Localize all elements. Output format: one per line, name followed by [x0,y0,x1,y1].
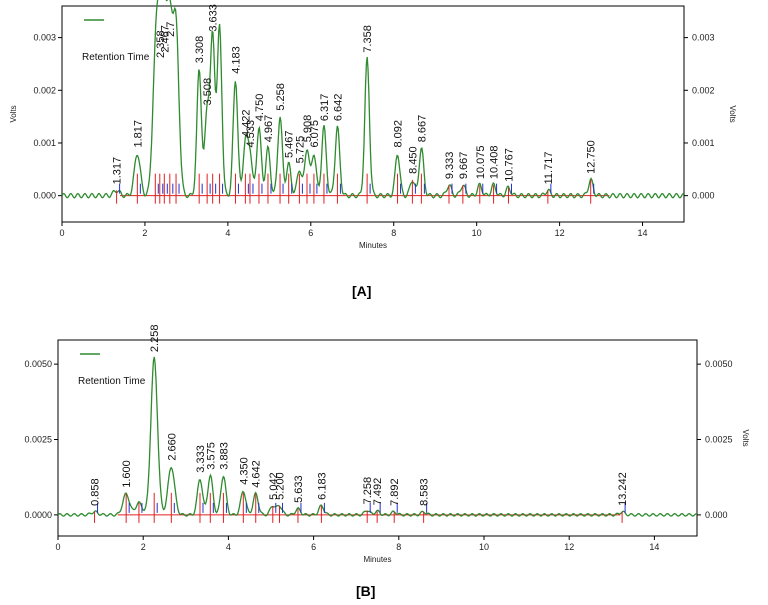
peak-label: 10.075 [475,145,487,179]
legend-label: Retention Time [78,376,146,387]
peak-label: 1.317 [112,157,124,185]
y-tick-label: 0.0050 [24,359,52,369]
x-tick-label: 2 [142,228,147,238]
peak-label: 5.042 [268,472,280,500]
x-tick-label: 8 [396,542,401,552]
peak-label: 2.7 [165,22,177,37]
chart-panel-b: 0 2 4 6 8 10 12 14 0.0000 0.000 0.0025 0.0025 0.0050… [24,325,750,564]
x-tick-label: 4 [225,228,230,238]
peak-label: 9.667 [458,152,470,180]
panel-label-b: [B] [356,583,375,599]
peak-label: 7.258 [362,477,374,505]
peak-label: 5.725 [294,136,306,164]
peak-label: 6.183 [316,472,328,500]
peak-label: 2.660 [166,433,178,461]
peak-label: 4.183 [230,46,242,74]
peak-label: 8.092 [393,120,405,148]
peak-label: 3.575 [205,442,217,470]
x-tick-label: 6 [308,228,313,238]
y-axis-title-right: Volts [728,105,737,122]
peak-label: 2.467 [159,25,171,53]
x-tick-label: 10 [472,228,482,238]
y-tick-label-right: 0.0050 [705,359,733,369]
chromatogram-trace [61,0,685,199]
plot-frame [57,339,698,537]
y-tick-label: 0.001 [33,138,56,148]
x-axis-title: Minutes [359,241,387,250]
chromatogram-trace [57,356,698,517]
y-tick-label: 0.002 [33,85,56,95]
y-tick-label: 0.003 [33,33,56,43]
peak-label: 10.767 [503,148,515,182]
peak-label: 11.717 [543,152,555,185]
y-tick-label: 0.0000 [24,510,52,520]
x-tick-label: 14 [649,542,659,552]
peak-label: 2.358 [155,30,167,58]
peak-label: 8.450 [407,146,419,174]
peak-label: 3.883 [218,442,230,470]
x-tick-label: 14 [638,228,648,238]
x-tick-label: 12 [564,542,574,552]
peak-label: 2.258 [149,325,161,353]
peak-label: 4.967 [263,115,275,143]
peak-label: 7.492 [372,478,384,506]
chart-panel-a: 0 2 4 6 8 10 12 14 0.000 0.000 0.001 0.001 0.002 0.00… [9,0,737,250]
y-tick-label: 0.000 [33,191,56,201]
peak-label: 4.422 [240,109,252,137]
panel-label-a: [A] [352,283,371,299]
x-tick-label: 0 [59,228,64,238]
x-tick-label: 4 [226,542,231,552]
peak-label: 4.750 [254,94,266,122]
y-tick-label-right: 0.002 [692,85,715,95]
y-tick-label-right: 0.001 [692,138,715,148]
y-tick-label-right: 0.000 [692,191,715,201]
plot-frame [61,5,685,223]
peak-label: 5.258 [275,83,287,111]
x-tick-label: 12 [555,228,565,238]
peak-label: 10.408 [489,145,501,179]
peak-label: 5.200 [275,472,287,500]
peak-label: 5.908 [302,115,314,143]
peak-label: 0.858 [90,478,102,506]
peak-label: 4.350 [238,457,250,485]
peak-label: 4.533 [245,120,257,148]
x-tick-label: 2 [141,542,146,552]
peak-label: 12.750 [586,140,598,174]
x-tick-label: 10 [479,542,489,552]
peak-label: 5.633 [293,475,305,503]
peak-label: 5.467 [284,131,296,159]
peak-label: 7.358 [362,25,374,53]
peak-label: 6.075 [309,120,321,148]
y-tick-label-right: 0.003 [692,33,715,43]
peak-label: 6.642 [332,94,344,122]
peak-label: 13.242 [617,472,629,506]
x-tick-label: 0 [55,542,60,552]
peak-label: 4.642 [251,460,263,488]
y-axis-title-right: Volts [741,429,750,446]
peak-label: 3.308 [194,36,206,64]
x-axis-title: Minutes [363,555,391,564]
peak-label: 7.892 [389,478,401,506]
y-tick-label-right: 0.000 [705,510,728,520]
peak-label: 8.667 [416,115,428,143]
y-tick-label-right: 0.0025 [705,435,733,445]
peak-label: 9.333 [444,152,456,180]
peak-label: 1.817 [132,120,144,148]
peak-label: 8.583 [419,478,431,506]
peak-label: 3.333 [195,445,207,473]
peak-label: 3.633 [208,4,220,32]
y-axis-title-left: Volts [9,105,18,122]
legend-label: Retention Time [82,52,150,63]
x-tick-label: 6 [311,542,316,552]
peak-label: 6.317 [319,94,331,122]
peak-label: 3.508 [202,78,214,106]
peak-label: 1.600 [121,460,133,488]
x-tick-label: 8 [391,228,396,238]
y-tick-label: 0.0025 [24,435,52,445]
